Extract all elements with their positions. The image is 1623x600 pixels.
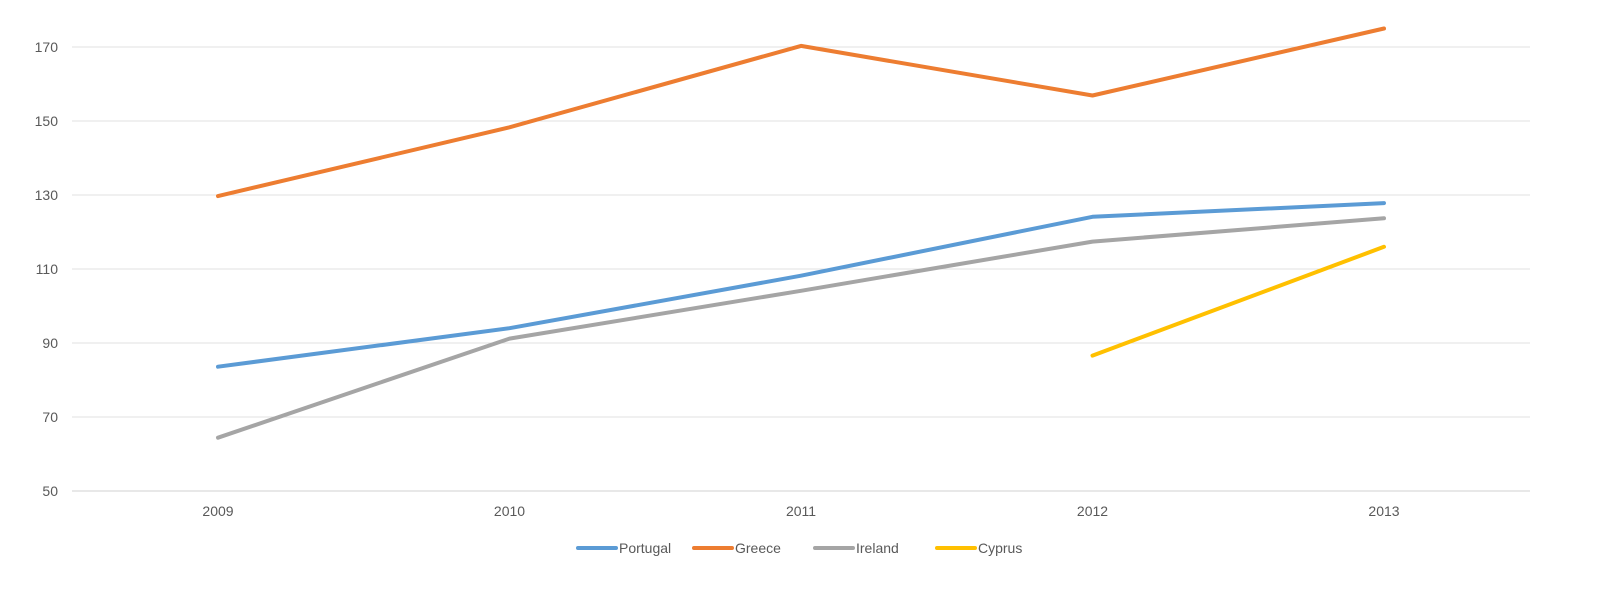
gridlines (72, 46, 1530, 492)
series-line-greece (216, 26, 1386, 199)
x-tick-label: 2011 (786, 503, 816, 519)
y-tick-label: 110 (36, 261, 59, 277)
legend-label-ireland: Ireland (856, 540, 899, 556)
legend-label-cyprus: Cyprus (978, 540, 1022, 556)
legend-label-portugal: Portugal (619, 540, 671, 556)
series-line-portugal (216, 201, 1386, 369)
y-tick-label: 90 (42, 335, 58, 351)
y-tick-label: 150 (35, 113, 59, 129)
y-tick-label: 70 (42, 409, 58, 425)
series-lines (216, 26, 1386, 440)
y-tick-label: 50 (42, 483, 58, 499)
legend-label-greece: Greece (735, 540, 781, 556)
x-tick-label: 2012 (1077, 503, 1108, 519)
y-tick-label: 170 (35, 39, 59, 55)
y-tick-label: 130 (35, 187, 59, 203)
legend: Portugal Greece Ireland Cyprus (576, 540, 1022, 556)
x-axis-ticks: 2009 2010 2011 2012 2013 (202, 503, 1399, 519)
series-line-cyprus (1090, 244, 1386, 358)
y-axis-ticks: 50 70 90 110 130 150 170 (35, 39, 59, 499)
x-tick-label: 2013 (1368, 503, 1399, 519)
series-line-ireland (216, 216, 1386, 440)
x-tick-label: 2009 (202, 503, 233, 519)
x-tick-label: 2010 (494, 503, 525, 519)
